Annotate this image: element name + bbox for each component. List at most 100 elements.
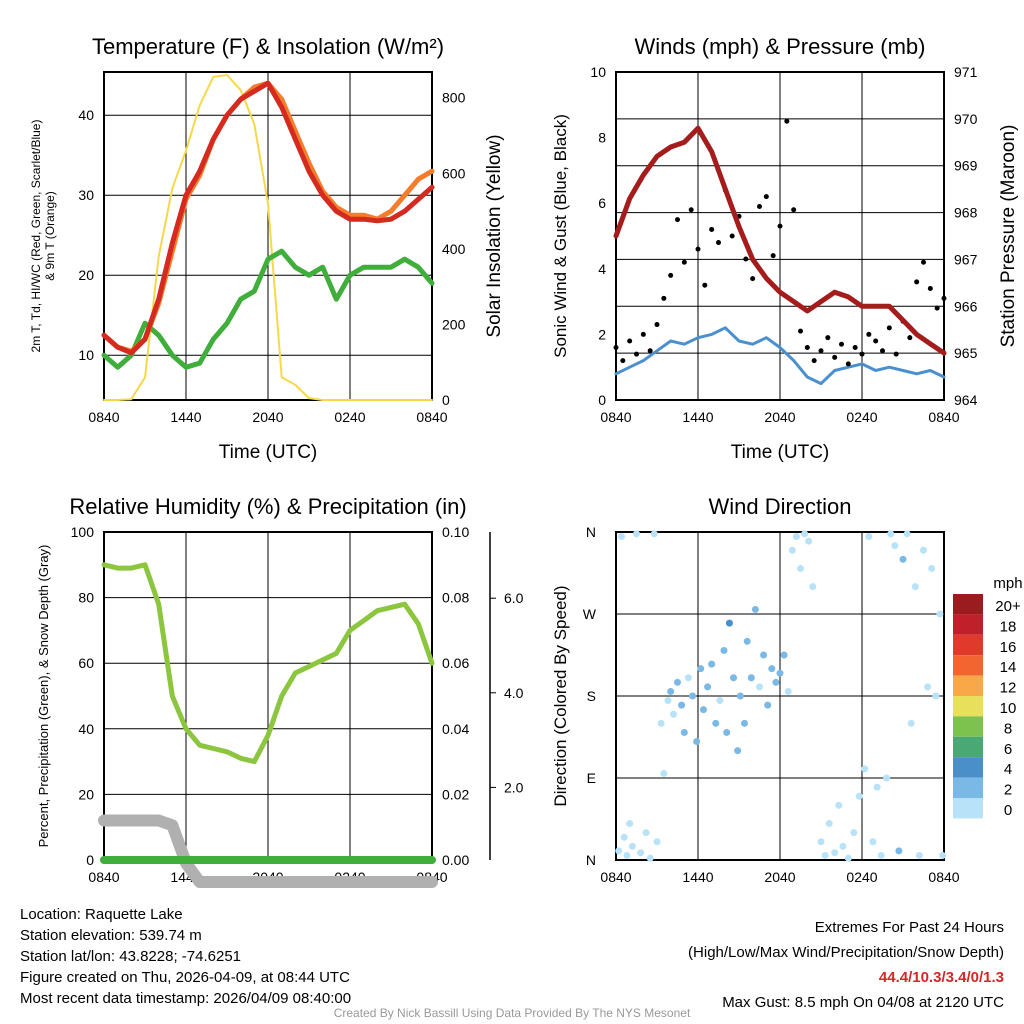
direction-point: [924, 683, 932, 691]
sonic-wind-line: [614, 326, 946, 386]
credit: Created By Nick Bassill Using Data Provi…: [333, 1006, 691, 1020]
y2-tick-label: 400: [442, 241, 466, 257]
direction-point: [911, 583, 919, 591]
legend-swatch: [953, 716, 983, 737]
direction-point: [743, 637, 751, 645]
direction-point: [723, 728, 731, 736]
y-tick-label: N: [586, 852, 596, 868]
legend-swatch: [953, 736, 983, 758]
direction-point: [674, 678, 681, 686]
y-tick-label: 100: [71, 524, 95, 540]
gust-point: [832, 354, 838, 360]
direction-point: [792, 533, 800, 541]
direction-point: [883, 774, 891, 782]
x-axis-label: Time (UTC): [731, 442, 830, 463]
direction-point: [697, 665, 705, 673]
legend-label: 16: [1000, 639, 1017, 656]
direction-point: [891, 542, 899, 550]
y2-tick-label: 969: [954, 158, 978, 174]
y-axis-label: 2m T, Td, HI/WC (Red, Green, Scarlet/Blu…: [29, 120, 43, 353]
direction-point: [642, 829, 650, 837]
y-tick-label: W: [583, 606, 597, 622]
gust-point: [675, 217, 680, 223]
legend-label: 14: [1000, 659, 1017, 676]
gust-point: [647, 348, 653, 354]
y2-axis-label: Station Pressure (Maroon): [998, 125, 1019, 348]
direction-point: [680, 728, 688, 736]
gust-point: [921, 259, 926, 265]
direction-point: [899, 555, 907, 563]
x-tick-label: 0240: [334, 409, 365, 425]
gust-point: [613, 345, 619, 351]
direction-point: [805, 537, 813, 545]
y-tick-label: 40: [78, 107, 94, 123]
direction-point: [646, 854, 654, 862]
direction-point: [657, 719, 665, 727]
gust-point: [729, 233, 735, 239]
y2-tick-label: 800: [442, 90, 466, 106]
y-tick-label: 0: [86, 852, 94, 868]
snow-depth-line: [98, 814, 438, 888]
gust-point: [681, 259, 687, 265]
gust-point: [941, 295, 947, 301]
direction-point: [689, 692, 697, 700]
legend-swatch: [953, 614, 983, 635]
direction-point: [734, 747, 742, 755]
x-tick-label: 0840: [600, 409, 631, 425]
direction-point: [801, 530, 809, 538]
gust-point: [886, 325, 892, 331]
x-tick-label: 0840: [600, 869, 631, 885]
x-tick-label: 1440: [682, 869, 713, 885]
gust-point: [907, 335, 913, 341]
y-tick-label: 20: [78, 786, 94, 802]
y-tick-label: 0: [598, 392, 606, 408]
y-axis-label: Direction (Colored By Speed): [551, 585, 570, 806]
y-tick-label: E: [587, 770, 596, 786]
gust-point: [634, 351, 639, 357]
direction-point: [932, 692, 940, 700]
direction-point: [920, 546, 927, 554]
x-tick-label: 1440: [170, 409, 201, 425]
station-info: Location: Raquette Lake Station elevatio…: [20, 904, 351, 1009]
direction-point: [887, 530, 895, 538]
x-tick-label: 0840: [928, 409, 959, 425]
gust-point: [914, 279, 920, 285]
extremes-title: Extremes For Past 24 Hours: [814, 919, 1004, 936]
y-axis-label-2: & 9m T (Orange): [43, 191, 57, 281]
gust-point: [873, 338, 879, 344]
direction-point: [821, 851, 829, 859]
gust-point: [804, 345, 810, 351]
y3-tick-label: 6.0: [504, 590, 524, 606]
gust-point: [695, 246, 701, 252]
gust-point: [825, 335, 831, 341]
direction-point: [788, 546, 796, 554]
direction-point: [915, 851, 923, 859]
direction-point: [869, 838, 877, 846]
y-tick-label: 20: [78, 267, 94, 283]
speed-legend: mph 20+ 18 16 14 12 10 8 6 4 2 0: [953, 575, 1023, 819]
gust-point: [716, 240, 721, 246]
gust-point: [839, 341, 844, 347]
direction-point: [936, 610, 944, 618]
panel-title: Temperature (F) & Insolation (W/m²): [92, 34, 444, 59]
direction-point: [907, 719, 915, 727]
direction-point: [776, 669, 784, 677]
direction-point: [861, 765, 869, 773]
legend-swatch: [953, 696, 983, 717]
gust-point: [859, 351, 865, 357]
direction-point: [747, 674, 755, 682]
direction-point: [825, 820, 833, 828]
legend-swatch: [953, 777, 983, 798]
y2-tick-label: 971: [954, 64, 978, 80]
direction-point: [650, 530, 658, 538]
extremes-subtitle: (High/Low/Max Wind/Precipitation/Snow De…: [688, 944, 1004, 961]
y-tick-label: 40: [78, 721, 94, 737]
gust-point: [763, 194, 769, 200]
direction-point: [615, 847, 623, 855]
direction-point: [704, 683, 712, 691]
max-gust: Max Gust: 8.5 mph On 04/08 at 2120 UTC: [722, 994, 1004, 1011]
y3-tick-label: 4.0: [504, 685, 524, 701]
y-tick-label: 60: [78, 655, 94, 671]
